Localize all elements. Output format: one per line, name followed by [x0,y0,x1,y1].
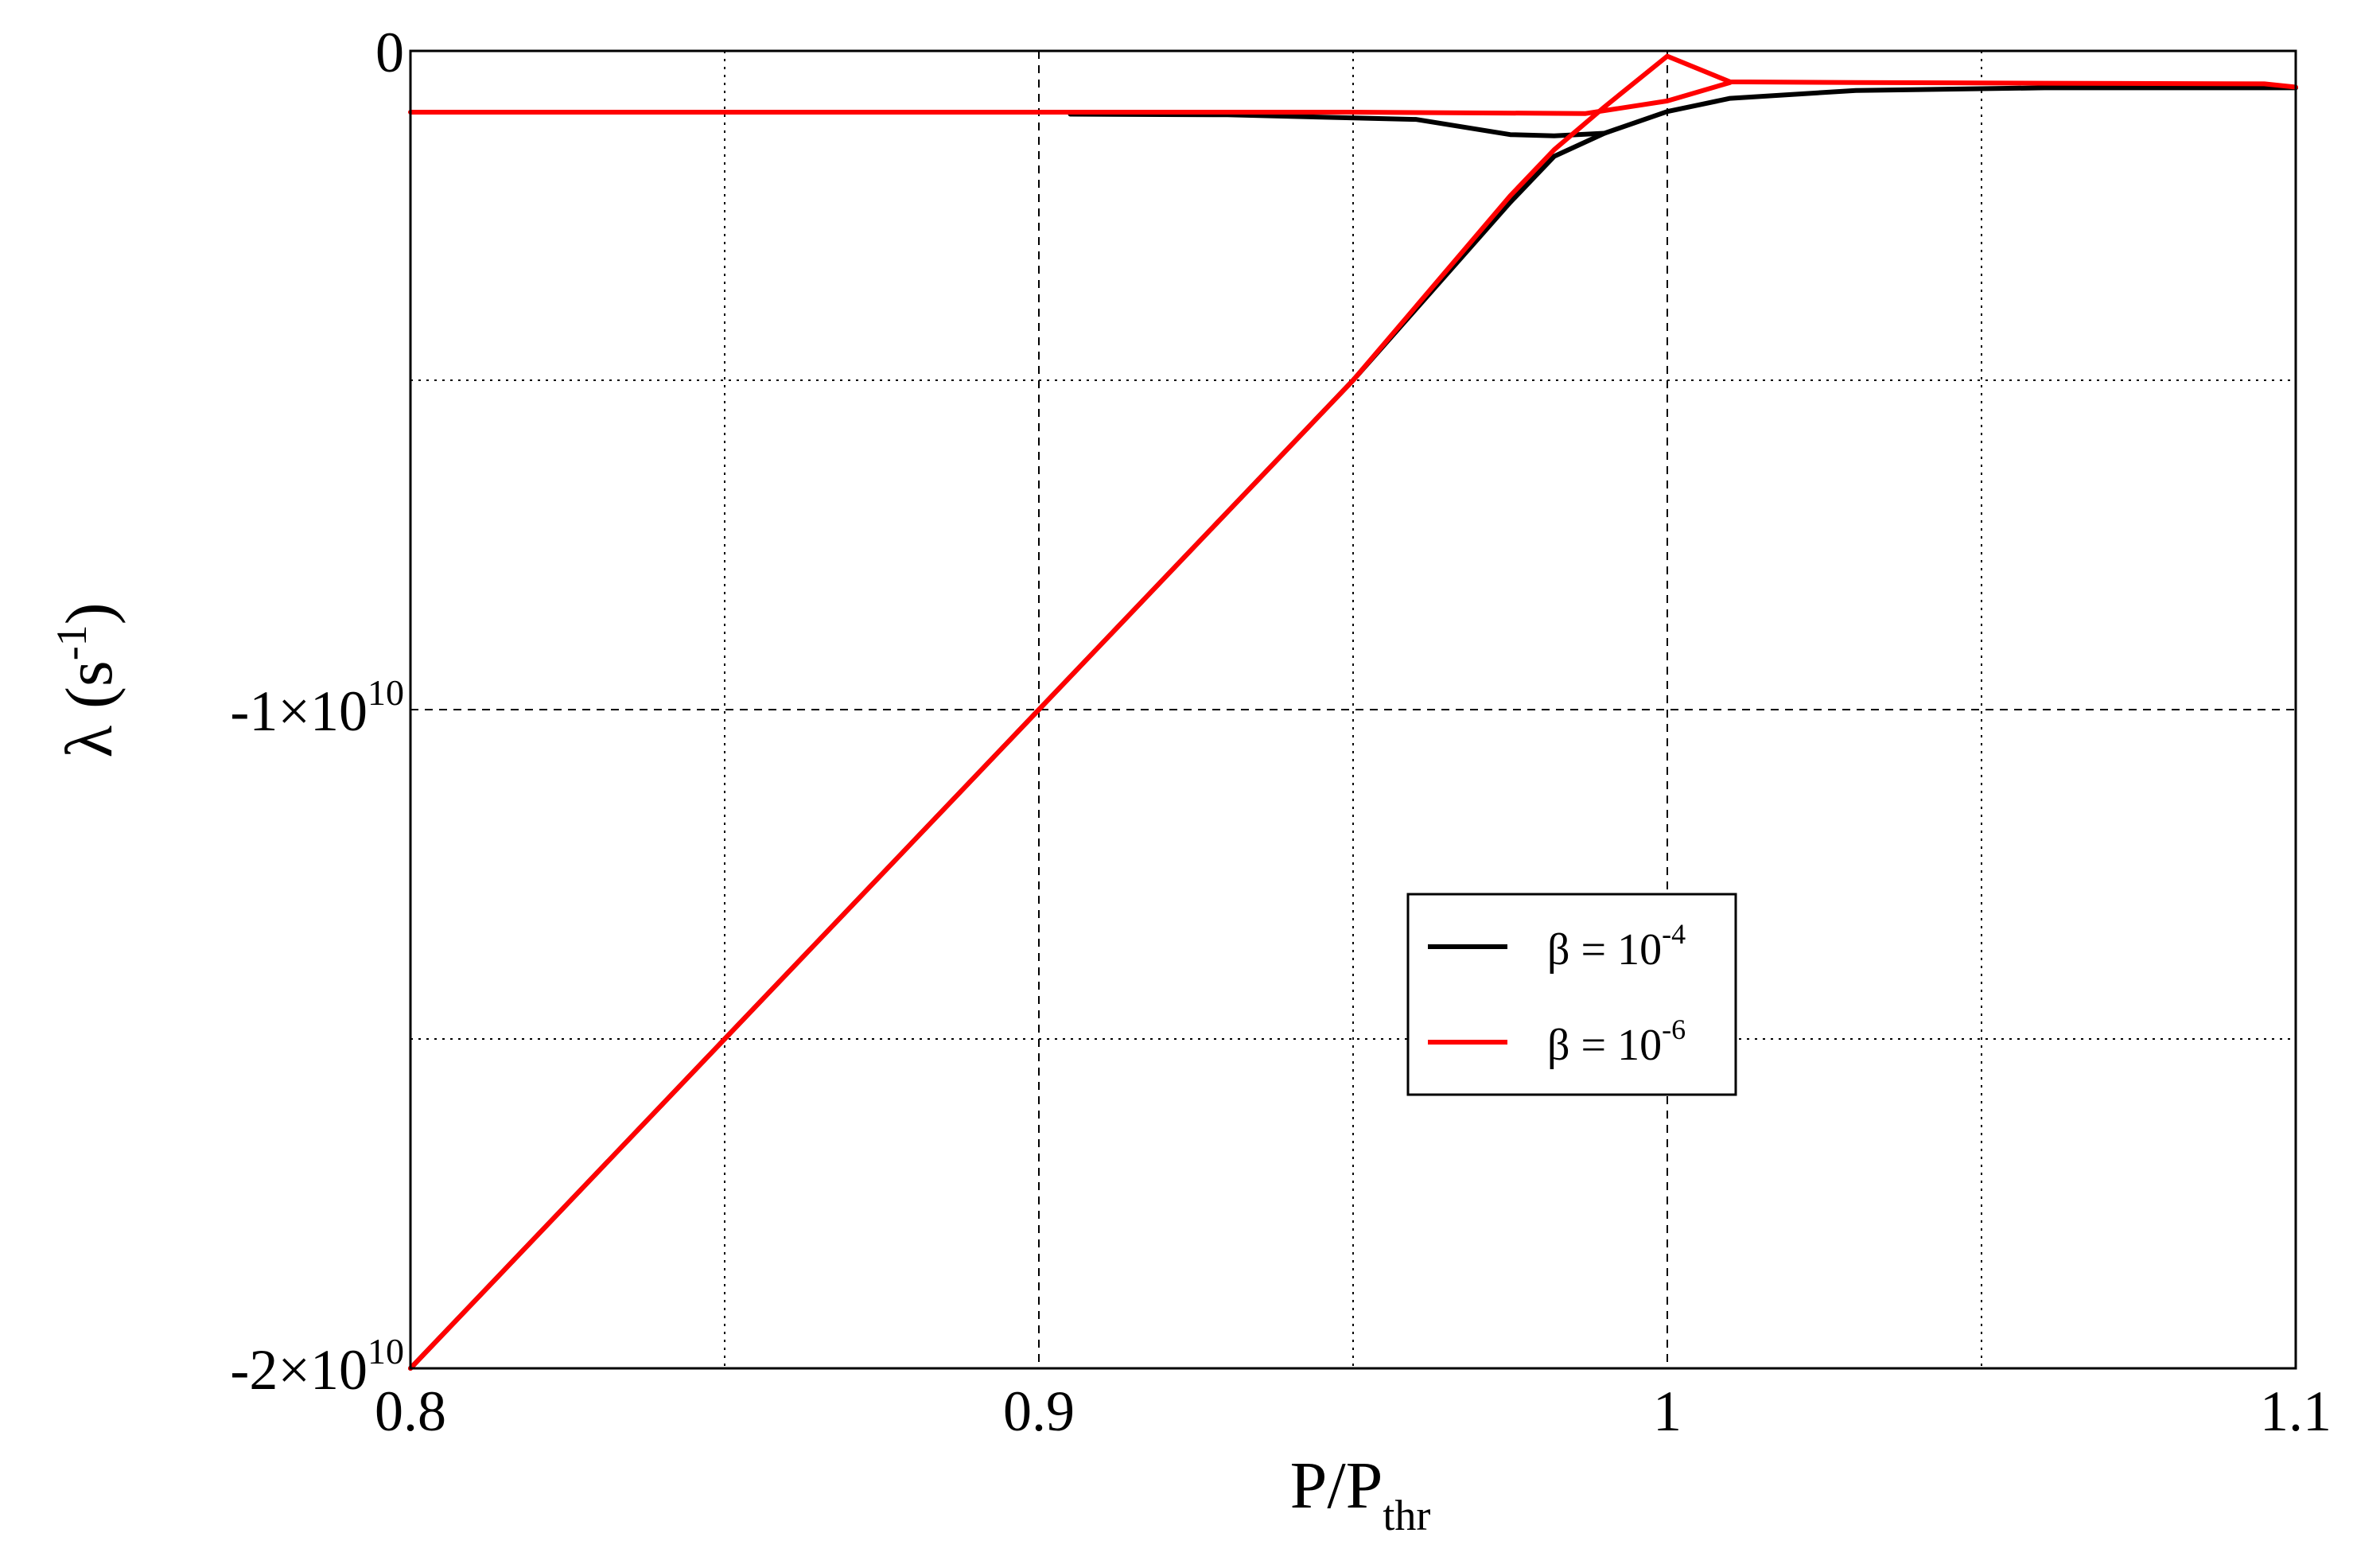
series-1-line-0 [408,53,2298,1371]
y-tick-labels: 0-1×1010-2×1010 [230,21,404,1402]
x-tick-label: 1.1 [2260,1379,2332,1443]
y-tick-mantissa: 0 [375,21,404,84]
y-tick-label: 0 [375,21,404,84]
x-axis-title-subscript: thr [1383,1492,1430,1539]
plot-area-frame [409,49,2297,1370]
legend-label-beta-1e-4-main: β = 10 [1547,925,1662,975]
y-axis-title: λ (s-1) [48,602,126,757]
series-1-line-1 [408,80,1733,116]
y-axis-title-close: ) [53,602,126,624]
y-axis-title-main: λ (s [53,660,126,757]
y-tick-label: -1×1010 [230,672,404,743]
y-tick-exponent: 10 [368,1331,404,1372]
legend-label-beta-1e-6: β = 10-6 [1547,1014,1686,1070]
x-axis-title-main: P/P [1290,1449,1383,1523]
x-tick-labels: 0.8 0.9 1 1.1 [375,1379,2332,1443]
x-axis-title: P/Pthr [1290,1449,1431,1539]
y-axis-title-superscript: -1 [48,624,95,660]
legend-label-beta-1e-6-exp: -6 [1662,1014,1686,1045]
y-tick-mantissa: -1×10 [230,679,368,743]
series-0-line-1 [1068,111,1607,138]
legend-box [1406,893,1737,1096]
legend-label-beta-1e-6-main: β = 10 [1547,1021,1662,1070]
legend: β = 10-4 β = 10-6 [1406,893,1737,1096]
legend-label-beta-1e-4-exp: -4 [1662,918,1686,950]
y-tick-mantissa: -2×10 [230,1338,368,1402]
x-tick-label: 0.9 [1003,1379,1075,1443]
x-tick-label: 0.8 [375,1379,446,1443]
x-tick-label: 1 [1653,1379,1682,1443]
y-tick-label: -2×1010 [230,1331,404,1402]
legend-label-beta-1e-4: β = 10-4 [1547,918,1686,975]
y-tick-exponent: 10 [368,672,404,713]
series-layer [408,53,2298,1371]
